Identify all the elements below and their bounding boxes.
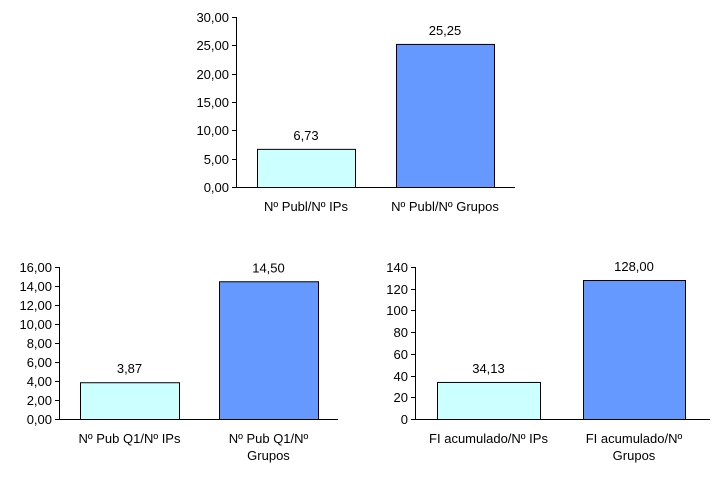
y-tick-label: 20 bbox=[394, 390, 408, 405]
bar bbox=[219, 281, 319, 420]
y-tick-label: 80 bbox=[394, 325, 408, 340]
y-tick-label: 16,00 bbox=[19, 260, 52, 275]
bar bbox=[396, 43, 495, 188]
chart-3: 0 20 40 60 80 100 120 140 34,13 FI acumulado/Nº I… bbox=[386, 259, 710, 463]
y-tick-label: 10,00 bbox=[196, 123, 229, 138]
y-tick-label: 60 bbox=[394, 347, 408, 362]
chart-1: 0,00 5,00 10,00 15,00 20,00 25,00 30,00 6,73 Nº … bbox=[196, 10, 515, 214]
bar bbox=[257, 148, 356, 188]
y-tick-label: 140 bbox=[386, 260, 408, 275]
y-tick-label: 0,00 bbox=[27, 412, 52, 427]
y-tick-label: 10,00 bbox=[19, 317, 52, 332]
x-tick-label: FI acumulado/Nº IPs bbox=[429, 431, 548, 446]
x-tick-label: Grupos bbox=[247, 448, 290, 463]
y-tick-label: 30,00 bbox=[196, 10, 229, 25]
data-label: 25,25 bbox=[429, 23, 462, 38]
x-tick-label: Nº Publ/Nº IPs bbox=[264, 199, 348, 214]
y-tick-label: 2,00 bbox=[27, 393, 52, 408]
y-tick-label: 0 bbox=[401, 412, 408, 427]
chart-2: 0,00 2,00 4,00 6,00 8,00 10,00 12,00 14,00 16,00… bbox=[19, 260, 338, 463]
data-label: 14,50 bbox=[252, 260, 285, 275]
y-tick-label: 4,00 bbox=[27, 374, 52, 389]
x-tick-label: Nº Publ/Nº Grupos bbox=[391, 199, 499, 214]
y-tick-label: 40 bbox=[394, 369, 408, 384]
x-tick-label: Nº Pub Q1/Nº bbox=[229, 431, 309, 446]
x-tick-label: Grupos bbox=[613, 448, 656, 463]
x-tick-label: FI acumulado/Nº bbox=[586, 431, 683, 446]
data-label: 3,87 bbox=[117, 361, 142, 376]
bar bbox=[437, 381, 541, 421]
y-tick-label: 15,00 bbox=[196, 95, 229, 110]
data-label: 128,00 bbox=[614, 259, 654, 274]
y-tick-label: 20,00 bbox=[196, 67, 229, 82]
bar bbox=[583, 280, 686, 420]
data-label: 34,13 bbox=[472, 361, 505, 376]
y-tick-label: 25,00 bbox=[196, 38, 229, 53]
y-tick-label: 5,00 bbox=[204, 152, 229, 167]
y-tick-label: 100 bbox=[386, 303, 408, 318]
y-tick-label: 0,00 bbox=[204, 180, 229, 195]
bar bbox=[80, 382, 180, 420]
data-label: 6,73 bbox=[293, 128, 318, 143]
y-tick-label: 6,00 bbox=[27, 355, 52, 370]
y-tick-label: 120 bbox=[386, 282, 408, 297]
y-tick-label: 8,00 bbox=[27, 336, 52, 351]
y-tick-label: 12,00 bbox=[19, 298, 52, 313]
y-tick-label: 14,00 bbox=[19, 279, 52, 294]
x-tick-label: Nº Pub Q1/Nº IPs bbox=[79, 431, 181, 446]
